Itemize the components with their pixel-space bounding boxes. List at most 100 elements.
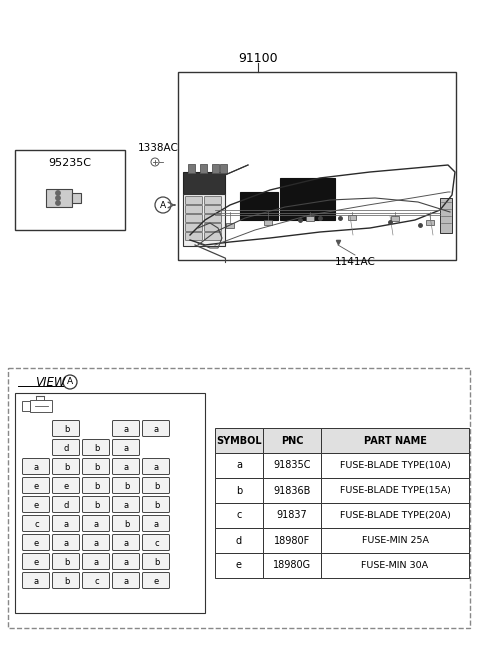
Text: FUSE-MIN 25A: FUSE-MIN 25A — [361, 536, 429, 545]
Text: d: d — [64, 444, 69, 453]
Text: 95235C: 95235C — [48, 158, 92, 168]
Text: b: b — [124, 482, 129, 491]
Bar — [321, 503, 469, 528]
FancyBboxPatch shape — [204, 223, 221, 231]
FancyBboxPatch shape — [23, 553, 49, 569]
Bar — [30, 400, 52, 412]
FancyBboxPatch shape — [83, 534, 109, 550]
Bar — [212, 164, 219, 173]
FancyBboxPatch shape — [83, 477, 109, 493]
Text: b: b — [94, 482, 99, 491]
FancyBboxPatch shape — [52, 553, 80, 569]
FancyBboxPatch shape — [112, 534, 140, 550]
Bar — [264, 220, 272, 225]
Bar — [215, 428, 263, 453]
Bar — [280, 178, 335, 220]
Text: FUSE-BLADE TYPE(20A): FUSE-BLADE TYPE(20A) — [339, 511, 450, 520]
Text: e: e — [64, 482, 69, 491]
Text: A: A — [160, 200, 166, 210]
Bar — [263, 528, 321, 553]
Bar — [15, 393, 205, 613]
FancyBboxPatch shape — [83, 496, 109, 512]
Bar — [226, 223, 234, 228]
Circle shape — [56, 196, 60, 200]
FancyBboxPatch shape — [23, 458, 49, 474]
Bar — [321, 428, 469, 453]
Text: e: e — [154, 577, 159, 586]
FancyBboxPatch shape — [143, 458, 169, 474]
Bar — [391, 216, 399, 221]
FancyBboxPatch shape — [83, 572, 109, 588]
Text: 91836B: 91836B — [273, 485, 311, 495]
FancyBboxPatch shape — [112, 515, 140, 531]
Bar — [22, 401, 30, 411]
Text: e: e — [236, 561, 242, 571]
Text: a: a — [64, 520, 69, 529]
Text: e: e — [34, 482, 39, 491]
Text: b: b — [94, 501, 99, 510]
Text: a: a — [94, 558, 99, 567]
Bar — [321, 553, 469, 578]
Text: 1338AC: 1338AC — [138, 143, 179, 153]
FancyBboxPatch shape — [143, 534, 169, 550]
Bar — [263, 503, 321, 528]
Text: 18980F: 18980F — [274, 536, 310, 546]
Bar — [321, 528, 469, 553]
Text: SYMBOL: SYMBOL — [216, 436, 262, 445]
Bar — [15, 150, 125, 230]
FancyBboxPatch shape — [204, 214, 221, 223]
FancyBboxPatch shape — [23, 534, 49, 550]
FancyBboxPatch shape — [52, 496, 80, 512]
FancyBboxPatch shape — [23, 572, 49, 588]
Bar — [306, 216, 314, 221]
Text: a: a — [64, 539, 69, 548]
Bar — [426, 220, 434, 225]
Bar — [46, 189, 72, 207]
Bar — [215, 503, 263, 528]
Text: 91837: 91837 — [276, 510, 307, 521]
Text: d: d — [236, 536, 242, 546]
FancyBboxPatch shape — [185, 206, 203, 214]
Text: FUSE-BLADE TYPE(15A): FUSE-BLADE TYPE(15A) — [339, 486, 450, 495]
Bar — [263, 553, 321, 578]
Bar — [263, 453, 321, 478]
Text: a: a — [124, 425, 129, 434]
FancyBboxPatch shape — [185, 223, 203, 231]
FancyBboxPatch shape — [143, 553, 169, 569]
Text: b: b — [64, 558, 69, 567]
FancyBboxPatch shape — [83, 553, 109, 569]
FancyBboxPatch shape — [112, 477, 140, 493]
FancyBboxPatch shape — [112, 496, 140, 512]
Text: a: a — [236, 460, 242, 470]
Text: d: d — [64, 501, 69, 510]
Text: a: a — [124, 463, 129, 472]
Bar — [183, 194, 225, 246]
Text: b: b — [64, 425, 69, 434]
Bar — [321, 478, 469, 503]
Bar — [215, 478, 263, 503]
FancyBboxPatch shape — [83, 458, 109, 474]
Text: a: a — [34, 463, 39, 472]
Text: b: b — [64, 577, 69, 586]
Text: A: A — [67, 377, 73, 386]
Text: a: a — [124, 501, 129, 510]
Text: b: b — [154, 482, 159, 491]
Text: c: c — [236, 510, 242, 521]
Text: c: c — [34, 520, 39, 529]
FancyBboxPatch shape — [204, 196, 221, 204]
FancyBboxPatch shape — [143, 572, 169, 588]
Text: e: e — [34, 558, 39, 567]
Bar — [220, 164, 227, 173]
Bar — [200, 164, 207, 173]
Text: FUSE-BLADE TYPE(10A): FUSE-BLADE TYPE(10A) — [339, 461, 450, 470]
FancyBboxPatch shape — [83, 515, 109, 531]
Text: a: a — [124, 558, 129, 567]
Text: b: b — [154, 501, 159, 510]
FancyBboxPatch shape — [112, 572, 140, 588]
Bar — [8, 368, 470, 628]
Text: b: b — [64, 463, 69, 472]
FancyBboxPatch shape — [23, 515, 49, 531]
Text: PART NAME: PART NAME — [363, 436, 426, 445]
Text: c: c — [94, 577, 99, 586]
FancyBboxPatch shape — [23, 477, 49, 493]
